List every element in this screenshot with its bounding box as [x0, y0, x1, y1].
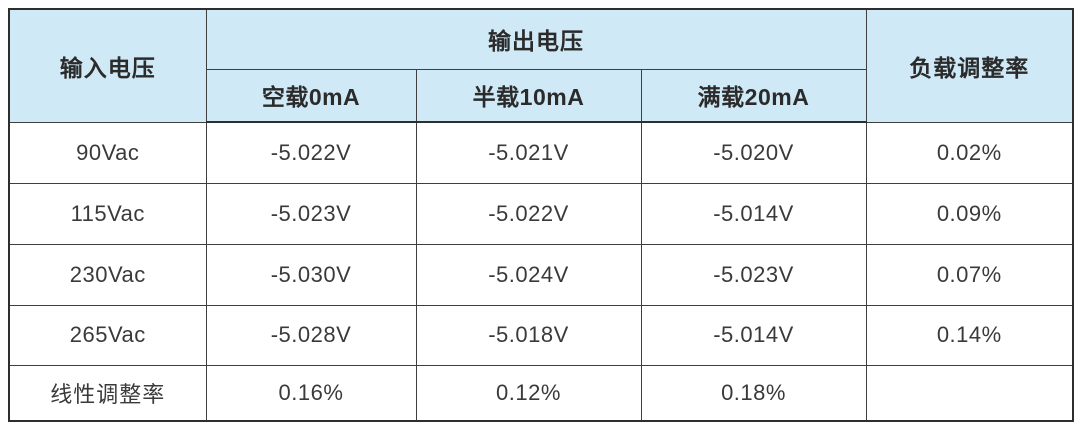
input-voltage-value: 230Vac [8, 243, 207, 306]
header-full-load: 满载20mA [640, 68, 867, 123]
load-regulation-value: 0.09% [865, 182, 1074, 245]
table-row-230vac: 230Vac -5.030V -5.024V -5.023V 0.07% [8, 243, 1074, 306]
voltage-regulation-table: 输入电压 输出电压 负载调整率 空载0mA 半载10mA 满载20mA 90Va… [8, 8, 1075, 422]
full-load-voltage-value: -5.014V [640, 182, 867, 245]
input-voltage-value: 115Vac [8, 182, 207, 245]
load-regulation-value: 0.07% [865, 243, 1074, 306]
no-load-voltage-value: -5.022V [205, 121, 417, 184]
line-regulation-empty-cell [865, 364, 1074, 422]
header-load-regulation: 负载调整率 [865, 8, 1074, 123]
header-no-load: 空载0mA [205, 68, 417, 123]
load-regulation-value: 0.14% [865, 304, 1074, 366]
full-load-voltage-value: -5.023V [640, 243, 867, 306]
no-load-voltage-value: -5.023V [205, 182, 417, 245]
line-regulation-no-load: 0.16% [205, 364, 417, 422]
table-row-line-regulation: 线性调整率 0.16% 0.12% 0.18% [8, 364, 1074, 422]
line-regulation-half-load: 0.12% [415, 364, 642, 422]
full-load-voltage-value: -5.014V [640, 304, 867, 366]
input-voltage-value: 265Vac [8, 304, 207, 366]
table-row-115vac: 115Vac -5.023V -5.022V -5.014V 0.09% [8, 182, 1074, 245]
header-row-top: 输入电压 输出电压 负载调整率 [8, 8, 1074, 123]
half-load-voltage-value: -5.018V [415, 304, 642, 366]
half-load-voltage-value: -5.021V [415, 121, 642, 184]
half-load-voltage-value: -5.022V [415, 182, 642, 245]
line-regulation-label: 线性调整率 [8, 364, 207, 422]
no-load-voltage-value: -5.028V [205, 304, 417, 366]
header-input-voltage: 输入电压 [8, 8, 207, 123]
spec-table-container: 输入电压 输出电压 负载调整率 空载0mA 半载10mA 满载20mA 90Va… [8, 8, 1075, 422]
line-regulation-full-load: 0.18% [640, 364, 867, 422]
load-regulation-value: 0.02% [865, 121, 1074, 184]
header-row-sub: 空载0mA 半载10mA 满载20mA [9, 68, 1073, 123]
header-output-voltage: 输出电压 [205, 8, 867, 70]
no-load-voltage-value: -5.030V [205, 243, 417, 306]
half-load-voltage-value: -5.024V [415, 243, 642, 306]
full-load-voltage-value: -5.020V [640, 121, 867, 184]
table-row-90vac: 90Vac -5.022V -5.021V -5.020V 0.02% [8, 121, 1074, 184]
table-row-265vac: 265Vac -5.028V -5.018V -5.014V 0.14% [8, 304, 1074, 366]
header-half-load: 半载10mA [415, 68, 642, 123]
input-voltage-value: 90Vac [8, 121, 207, 184]
